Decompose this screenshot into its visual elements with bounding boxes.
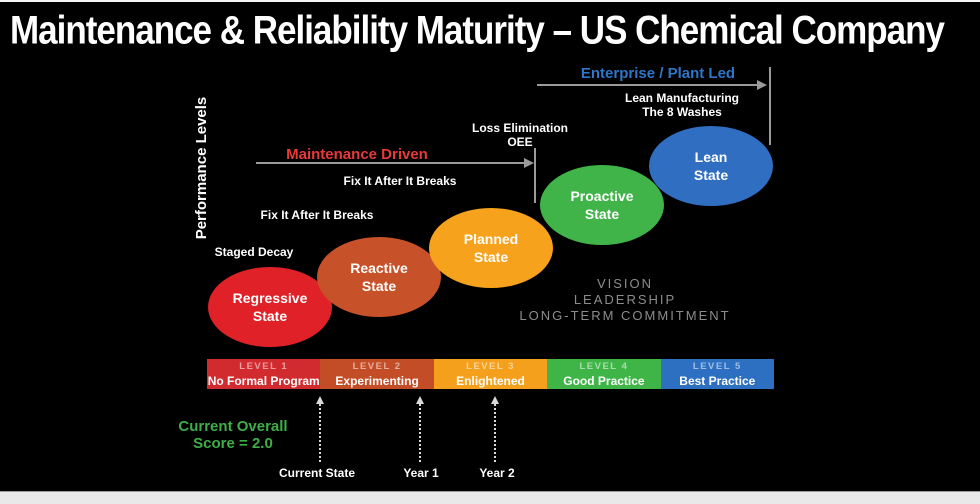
- loss-elimination-label: Loss Elimination OEE: [445, 121, 595, 149]
- year-1-label: Year 1: [403, 466, 439, 480]
- arrow-up-icon: [316, 396, 324, 404]
- level-1-name: No Formal Program: [207, 373, 320, 388]
- score-line2: Score = 2.0: [193, 435, 273, 452]
- level-4-name: Good Practice: [563, 373, 645, 388]
- stage-label-line2: State: [693, 167, 729, 183]
- stage-label-line1: Lean: [694, 149, 728, 165]
- lean-manufacturing-line2: The 8 Washes: [642, 105, 722, 119]
- arrow-up-icon: [416, 396, 424, 404]
- stage-label-line1: Regressive: [232, 290, 308, 306]
- vision-line-2: LEADERSHIP: [573, 292, 677, 307]
- loss-elimination-line2: OEE: [507, 135, 533, 149]
- enterprise-plant-led-label: Enterprise / Plant Led: [580, 65, 736, 82]
- stage-label-line2: State: [584, 206, 620, 222]
- vision-line-1: VISION: [596, 276, 654, 291]
- arrow-right-icon: [524, 158, 534, 168]
- stage-label-line2: State: [252, 308, 288, 324]
- maturity-level-bar: LEVEL 1 No Formal Program LEVEL 2 Experi…: [207, 359, 775, 389]
- level-2-title: LEVEL 2: [352, 360, 402, 372]
- maintenance-driven-arrow-line: [256, 162, 524, 164]
- level-3-title: LEVEL 3: [466, 360, 515, 372]
- level-4-title: LEVEL 4: [579, 360, 629, 372]
- page-title: Maintenance & Reliability Maturity – US …: [10, 8, 945, 53]
- level-3-segment: LEVEL 3 Enlightened: [433, 359, 548, 389]
- proactive-state-ellipse: Proactive State: [540, 165, 664, 245]
- regressive-state-ellipse: Regressive State: [208, 267, 332, 347]
- loss-elimination-line1: Loss Elimination: [471, 121, 568, 135]
- level-2-segment: LEVEL 2 Experimenting: [320, 359, 434, 389]
- lean-state-ellipse: Lean State: [649, 126, 773, 206]
- stage-label-line1: Planned: [463, 231, 519, 247]
- lean-manufacturing-line1: Lean Manufacturing: [624, 91, 739, 105]
- planned-state-ellipse: Planned State: [429, 208, 553, 288]
- arrow-right-icon: [757, 80, 767, 90]
- current-state-label: Current State: [278, 466, 355, 480]
- vision-statement: VISION LEADERSHIP LONG-TERM COMMITMENT: [465, 276, 785, 324]
- score-line1: Current Overall: [178, 418, 288, 435]
- fix-it-after-it-breaks-label-1: Fix It After It Breaks: [343, 174, 457, 188]
- bottom-border-strip: [0, 491, 980, 504]
- lean-manufacturing-label: Lean Manufacturing The 8 Washes: [582, 91, 782, 119]
- phase-end-tick: [769, 67, 771, 145]
- performance-levels-axis-label: Performance Levels: [193, 96, 210, 240]
- maintenance-driven-label: Maintenance Driven: [286, 146, 428, 163]
- phase-divider-tick: [534, 148, 536, 203]
- stage-label-line1: Reactive: [350, 260, 408, 276]
- level-1-title: LEVEL 1: [239, 360, 289, 372]
- current-overall-score: Current Overall Score = 2.0: [133, 418, 333, 452]
- level-5-title: LEVEL 5: [692, 360, 742, 372]
- level-3-name: Enlightened: [456, 373, 525, 388]
- year-2-dotted-line: [494, 404, 496, 462]
- fix-it-after-it-breaks-label-2: Fix It After It Breaks: [260, 208, 374, 222]
- top-border-line: [0, 0, 980, 2]
- level-1-segment: LEVEL 1 No Formal Program: [207, 359, 321, 389]
- vision-line-3: LONG-TERM COMMITMENT: [519, 308, 731, 323]
- year-1-dotted-line: [419, 404, 421, 462]
- stage-label-line2: State: [473, 249, 509, 265]
- staged-decay-label: Staged Decay: [214, 245, 294, 259]
- stage-label-line1: Proactive: [570, 188, 634, 204]
- enterprise-arrow-line: [537, 84, 757, 86]
- reactive-state-ellipse: Reactive State: [317, 237, 441, 317]
- stage-label-line2: State: [361, 278, 397, 294]
- level-5-name: Best Practice: [679, 373, 756, 388]
- arrow-up-icon: [491, 396, 499, 404]
- level-2-name: Experimenting: [335, 373, 419, 388]
- current-state-dotted-line: [319, 404, 321, 462]
- year-2-label: Year 2: [479, 466, 515, 480]
- level-4-segment: LEVEL 4 Good Practice: [547, 359, 661, 389]
- level-5-segment: LEVEL 5 Best Practice: [660, 359, 775, 389]
